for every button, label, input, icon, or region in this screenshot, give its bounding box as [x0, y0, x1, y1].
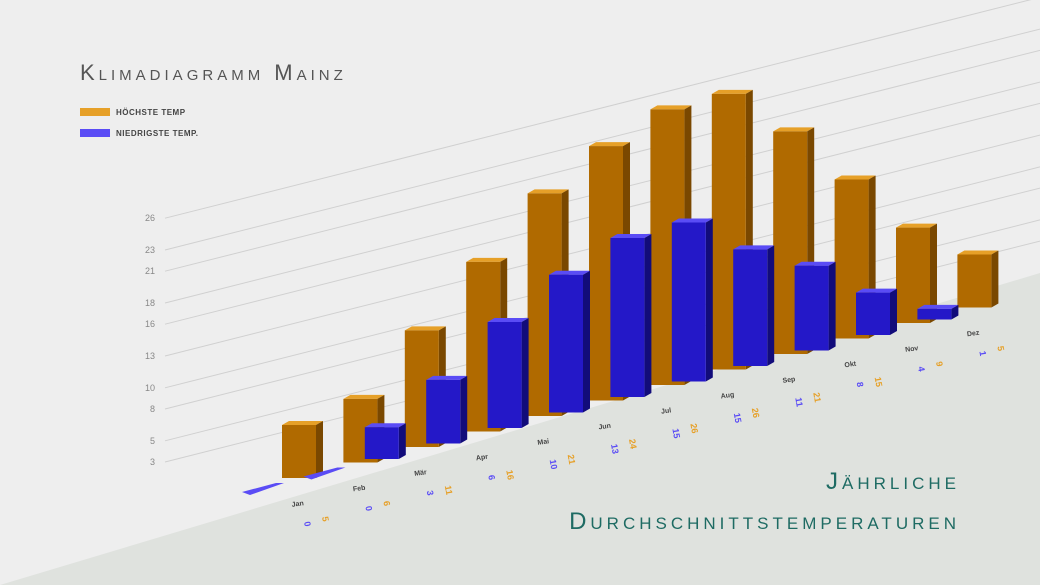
y-tick-label: 23 [145, 245, 155, 255]
value-label-high: 26 [750, 407, 762, 419]
value-label-high: 15 [873, 376, 885, 388]
y-tick-label: 21 [145, 266, 155, 276]
value-label-high: 21 [566, 454, 578, 466]
value-label-low: 0 [363, 505, 374, 512]
bar-low [426, 375, 468, 444]
y-tick-label: 26 [145, 213, 155, 223]
legend-item-low: niedrigste Temp. [80, 125, 199, 141]
bar-low [794, 261, 836, 351]
value-label-high: 24 [627, 438, 639, 450]
category-label: Jun [598, 423, 611, 432]
legend-swatch-high [80, 108, 110, 116]
value-label-high: 6 [381, 500, 392, 507]
value-label-low: 15 [732, 412, 744, 424]
bar-low [487, 318, 529, 428]
value-label-low: 0 [302, 521, 313, 528]
legend: höchste Temp niedrigste Temp. [80, 104, 199, 146]
category-label: Nov [905, 345, 919, 354]
value-label-high: 26 [688, 423, 700, 435]
y-tick-label: 13 [145, 351, 155, 361]
y-axis-ticks: 3 5 8 10 13 16 18 21 23 26 [145, 213, 155, 467]
bar-low [303, 467, 346, 480]
y-tick-label: 16 [145, 319, 155, 329]
category-label: Jul [661, 407, 672, 415]
legend-swatch-low [80, 129, 110, 137]
category-label: Apr [476, 454, 489, 463]
y-tick-label: 5 [150, 436, 155, 446]
bar-low [364, 423, 406, 459]
bar-high [282, 421, 323, 478]
value-label-low: 11 [793, 397, 805, 408]
grid-line [164, 0, 1032, 219]
bar-low [733, 245, 775, 366]
legend-label-high: höchste Temp [116, 107, 186, 117]
bar-low [856, 288, 897, 335]
category-label: Dez [967, 330, 981, 339]
value-label-high: 21 [811, 392, 823, 404]
value-label-high: 5 [320, 516, 331, 523]
chart-subtitle: Jährliche Durchschnittstemperaturen [569, 462, 960, 542]
value-label-high: 5 [995, 345, 1006, 352]
value-label-low: 10 [548, 459, 560, 471]
bar-high [957, 250, 999, 308]
bar-low [610, 234, 652, 397]
grid-line [164, 28, 1040, 251]
value-label-high: 11 [443, 485, 455, 496]
value-label-low: 3 [425, 490, 436, 497]
value-label-high: 9 [934, 361, 945, 368]
category-label: Okt [844, 361, 857, 370]
chart-title: Klimadiagramm Mainz [80, 60, 347, 85]
value-label-high: 16 [504, 469, 516, 481]
value-label-low: 4 [916, 366, 927, 373]
bar-low [242, 483, 284, 495]
category-label: Jan [291, 500, 304, 509]
y-tick-label: 3 [150, 457, 155, 467]
bar-low [917, 304, 959, 320]
category-label: Mär [414, 469, 428, 478]
subtitle-line-2: Durchschnittstemperaturen [569, 508, 960, 535]
subtitle-line-1: Jährliche [826, 468, 960, 495]
y-tick-label: 10 [145, 383, 155, 393]
bar-low [549, 270, 590, 413]
grid-lines [164, 0, 1040, 463]
category-label: Feb [353, 485, 366, 494]
legend-label-low: niedrigste Temp. [116, 128, 199, 138]
category-label: Sep [782, 376, 796, 385]
value-label-low: 8 [855, 381, 866, 388]
category-label: Aug [720, 392, 734, 401]
y-tick-label: 18 [145, 298, 155, 308]
category-label: Mai [537, 438, 550, 447]
value-label-low: 1 [977, 350, 988, 357]
legend-item-high: höchste Temp [80, 104, 199, 120]
value-label-low: 13 [609, 443, 621, 455]
value-label-low: 6 [486, 474, 497, 481]
bars [242, 89, 999, 495]
bar-low [671, 218, 713, 382]
y-tick-label: 8 [150, 404, 155, 414]
value-label-low: 15 [670, 428, 682, 440]
